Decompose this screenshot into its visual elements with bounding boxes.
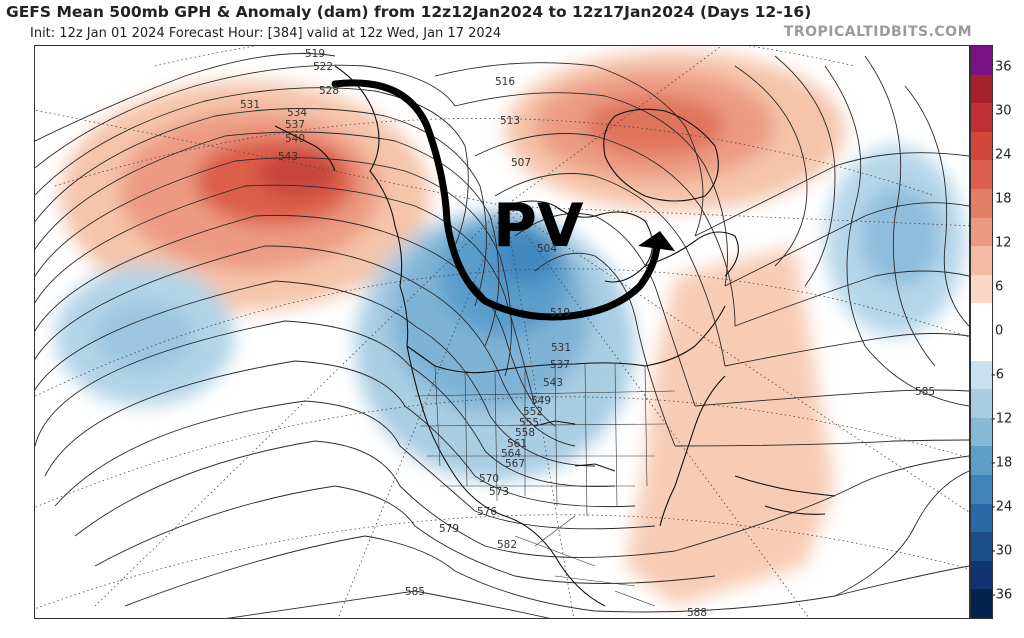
colorbar-segment	[971, 74, 992, 104]
contour-label: 576	[477, 506, 497, 518]
contour-label: 543	[543, 377, 563, 389]
contour-label: 531	[240, 99, 260, 111]
anomaly-pacific-cool-core	[95, 301, 195, 371]
contour-label: 537	[550, 359, 570, 371]
contour-label: 531	[551, 342, 571, 354]
colorbar-tick-label: -24	[991, 499, 1013, 515]
contour-label: 513	[500, 115, 520, 127]
colorbar-segment	[971, 131, 992, 161]
contour-label: 519	[550, 307, 570, 319]
contour-label: 588	[687, 607, 707, 618]
contour-label: 564	[501, 448, 521, 460]
contour-labels: 519 522 528 531 534 537 540 543 516 513 …	[240, 48, 935, 618]
contour-label: 543	[278, 151, 298, 163]
colorbar-tick-label: -36	[991, 587, 1013, 603]
colorbar-segment	[971, 560, 992, 590]
anomaly-atlantic-tongue	[625, 246, 835, 606]
contour-label: 558	[515, 427, 535, 439]
colorbar-segment	[971, 332, 992, 362]
colorbar-tick-label: -30	[991, 543, 1013, 559]
contour-label: 534	[287, 107, 307, 119]
colorbar-tick-label: -18	[991, 455, 1013, 471]
contour-label: 582	[497, 539, 517, 551]
contour-label: 579	[439, 523, 459, 535]
contour-label: 540	[285, 133, 305, 145]
map-subtitle: Init: 12z Jan 01 2024 Forecast Hour: [38…	[30, 26, 502, 41]
contour-label: 570	[479, 473, 499, 485]
colorbar-tick-label: 36	[995, 59, 1012, 75]
height-contours	[35, 53, 969, 618]
map-title: GEFS Mean 500mb GPH & Anomaly (dam) from…	[6, 3, 812, 21]
contour-label: 522	[313, 61, 333, 73]
anomaly-shading	[55, 51, 965, 606]
colorbar-tick-label: 24	[995, 147, 1012, 163]
colorbar-tick-label: 12	[995, 235, 1012, 251]
colorbar-tick-label: -6	[991, 367, 1004, 383]
colorbar-segment	[971, 589, 992, 619]
colorbar-tick-label: 18	[995, 191, 1012, 207]
colorbar-segment	[971, 217, 992, 247]
contour-label: 585	[405, 586, 425, 598]
anomaly-greenland-core	[585, 96, 725, 156]
colorbar-tick-label: 30	[995, 103, 1012, 119]
contour-label: 585	[915, 386, 935, 398]
pv-label: PV	[493, 191, 584, 261]
map-svg: PV 519 522 528 531 534 537 540 543 516 5…	[35, 46, 969, 618]
colorbar-segment	[971, 46, 992, 76]
anomaly-colorbar	[970, 45, 993, 619]
weather-map: PV 519 522 528 531 534 537 540 543 516 5…	[34, 45, 970, 619]
contour-label: 516	[495, 76, 515, 88]
colorbar-tick-label: 6	[995, 279, 1004, 295]
colorbar-segment	[971, 532, 992, 562]
colorbar-segment	[971, 446, 992, 476]
colorbar-segment	[971, 417, 992, 447]
colorbar-segment	[971, 274, 992, 304]
pv-arrow	[331, 79, 675, 321]
colorbar-segment	[971, 160, 992, 190]
contour-label: 573	[489, 486, 509, 498]
contour-label: 519	[305, 48, 325, 60]
contour-label: 555	[519, 417, 539, 429]
graticule	[35, 46, 969, 618]
contour-label: 561	[507, 438, 527, 450]
colorbar-segment	[971, 103, 992, 133]
colorbar-segment	[971, 189, 992, 219]
colorbar-segment	[971, 389, 992, 419]
colorbar-segment	[971, 503, 992, 533]
contour-label: 507	[511, 157, 531, 169]
coastlines	[274, 65, 836, 607]
contour-label: 549	[531, 395, 551, 407]
anomaly-nam-cool-peak	[493, 228, 557, 284]
contour-label: 552	[523, 406, 543, 418]
us-state-lines	[414, 363, 676, 607]
colorbar-segment	[971, 360, 992, 390]
watermark: TROPICALTIDBITS.COM	[783, 24, 972, 40]
colorbar-segment	[971, 303, 992, 333]
contour-label: 504	[537, 243, 557, 255]
colorbar-tick-label: 0	[995, 323, 1004, 339]
contour-label: 528	[319, 85, 339, 97]
contour-label: 567	[505, 458, 525, 470]
colorbar-segment	[971, 475, 992, 505]
colorbar-tick-label: -12	[991, 411, 1013, 427]
colorbar-segment	[971, 246, 992, 276]
contour-label: 537	[285, 119, 305, 131]
